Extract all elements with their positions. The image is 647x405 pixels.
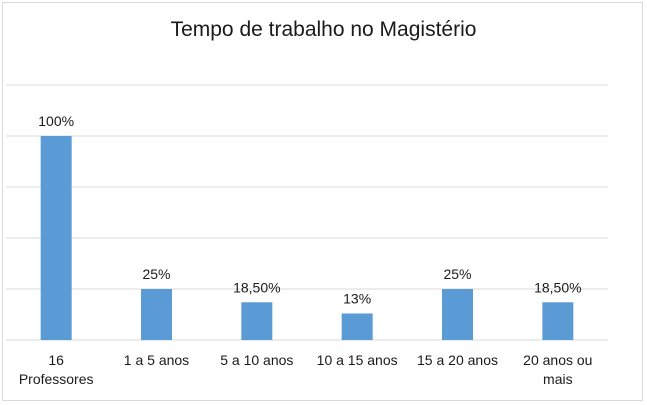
bar (241, 302, 273, 340)
bar (542, 302, 574, 340)
x-tick-label: 5 a 10 anos (220, 352, 293, 368)
data-label: 13% (343, 290, 371, 306)
data-label: 25% (443, 266, 471, 282)
data-label: 18,50% (233, 279, 280, 295)
x-tick-label: mais (543, 371, 573, 387)
data-label: 25% (142, 266, 170, 282)
x-tick-label: Professores (19, 371, 94, 387)
bar (341, 313, 373, 340)
x-tick-label: 20 anos ou (523, 352, 592, 368)
x-tick-label: 15 a 20 anos (417, 352, 498, 368)
x-tick-label: 16 (48, 352, 64, 368)
bar (442, 289, 473, 340)
chart-frame (2, 2, 643, 401)
x-tick-label: 1 a 5 anos (124, 352, 189, 368)
data-label: 100% (38, 113, 74, 129)
x-tick-label: 10 a 15 anos (317, 352, 398, 368)
chart-title: Tempo de trabalho no Magistério (170, 18, 477, 41)
data-label: 18,50% (534, 279, 581, 295)
bar (141, 289, 172, 340)
bar (40, 136, 72, 340)
